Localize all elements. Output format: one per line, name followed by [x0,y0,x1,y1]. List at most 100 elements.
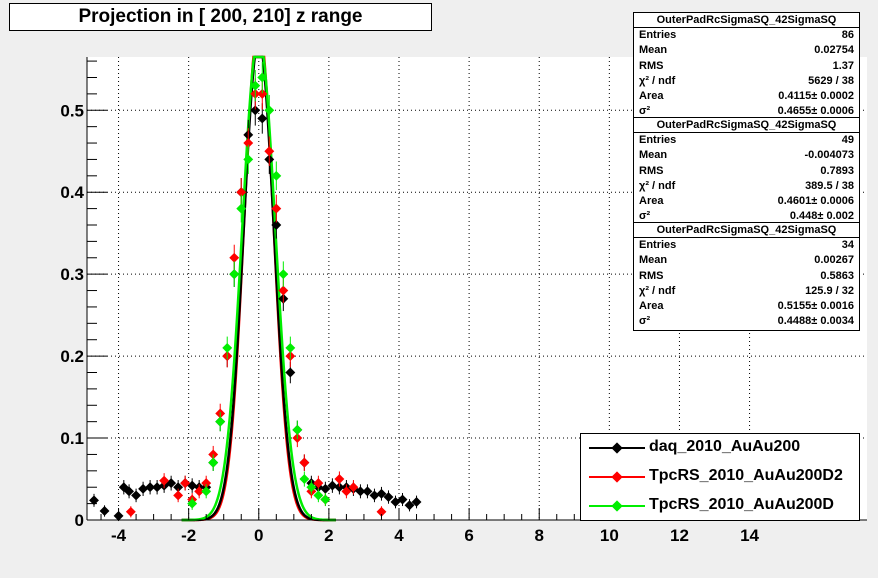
data-point [313,490,324,501]
data-point [397,494,408,505]
data-point [250,80,261,91]
stats-label: Area [639,300,664,313]
data-point [383,492,394,503]
data-point [229,252,240,263]
data-point [173,482,184,493]
y-tick-label: 0 [75,511,84,530]
data-point [355,486,366,497]
stats-label: χ² / ndf [639,284,676,297]
stats-label: σ² [639,210,651,223]
stats-row: Area 0.4601± 0.0006 [634,194,859,209]
stats-row: χ² / ndf 125.9 / 32 [634,284,859,299]
data-point [334,474,345,484]
data-point [194,486,205,497]
fit-curve [181,55,336,522]
stats-value: 0.4115± 0.0002 [778,90,854,103]
stats-row: RMS 0.7893 [634,164,859,179]
fit-curve [181,55,336,522]
stats-label: Mean [639,254,668,267]
data-point [236,203,247,214]
stats-value: 125.9 / 32 [805,284,854,297]
data-point [243,138,254,148]
stats-box: OuterPadRcSigmaSQ_42SigmaSQ Entries 34 Mean… [633,222,860,331]
data-point [376,488,387,499]
data-point [362,486,373,497]
stats-row: σ² 0.448± 0.002 [634,209,859,224]
x-tick-label: 4 [394,526,404,545]
data-point [250,105,261,116]
data-point [285,367,296,378]
data-point [222,342,233,353]
data-point [327,480,338,491]
stats-name: OuterPadRcSigmaSQ_42SigmaSQ [634,13,859,28]
stats-value: 34 [841,239,854,251]
data-point [208,457,219,468]
stats-value: 86 [841,29,854,41]
data-point [299,457,310,468]
data-point [187,498,198,509]
stats-label: RMS [639,59,664,72]
x-tick-label: 6 [464,526,473,545]
data-point [404,500,415,511]
data-point [348,482,359,493]
y-tick-label: 0.1 [60,429,84,448]
stats-value: 5629 / 38 [808,74,854,87]
legend-label: TpcRS_2010_AuAu200D2 [649,467,843,484]
legend-label: TpcRS_2010_AuAu200D [649,496,834,513]
fit-curve [181,55,336,522]
stats-label: σ² [639,315,651,328]
y-tick-label: 0.4 [60,183,84,202]
data-point [369,490,380,501]
stats-value: 0.4655± 0.0006 [777,105,854,118]
x-tick-label: 2 [324,526,333,545]
stats-row: Area 0.5155± 0.0016 [634,299,859,314]
stats-value: 0.00267 [814,254,854,267]
stats-box: OuterPadRcSigmaSQ_42SigmaSQ Entries 49 Mean… [633,117,860,226]
data-point [131,490,142,501]
legend: daq_2010_AuAu200 TpcRS_2010_AuAu200D2 Tp… [580,433,860,521]
stats-label: Area [639,90,664,103]
data-point [138,483,149,494]
data-point [320,483,331,494]
x-tick-label: 12 [670,526,689,545]
legend-label: daq_2010_AuAu200 [649,438,801,455]
stats-name: OuterPadRcSigmaSQ_42SigmaSQ [634,223,859,238]
x-tick-label: -2 [181,526,196,545]
stats-label: RMS [639,269,664,282]
stats-box: OuterPadRcSigmaSQ_42SigmaSQ Entries 86 Mean… [633,12,860,121]
data-point [306,482,317,493]
x-tick-label: 10 [600,526,619,545]
stats-row: RMS 0.5863 [634,269,859,284]
data-point [271,203,282,214]
stats-row: Mean 0.02754 [634,43,859,58]
data-point [173,490,184,501]
stats-value: 1.37 [832,59,854,72]
stats-row: RMS 1.37 [634,59,859,74]
data-point [376,506,387,517]
x-tick-label: 14 [740,526,759,545]
data-point [215,416,226,427]
stats-value: 0.448± 0.002 [789,210,854,223]
stats-name: OuterPadRcSigmaSQ_42SigmaSQ [634,118,859,133]
legend-marker-icon [589,471,645,483]
data-point [320,494,331,505]
stats-label: χ² / ndf [639,74,676,87]
stats-row: Mean 0.00267 [634,253,859,268]
data-point [292,424,303,435]
stats-row: Entries 86 [634,28,859,43]
stats-value: 389.5 / 38 [805,179,854,192]
stats-label: χ² / ndf [639,179,676,192]
stats-value: 0.5863 [820,269,854,282]
stats-label: σ² [639,105,651,118]
chart-title: Projection in [ 200, 210] z range [9,3,432,31]
data-point [145,482,156,493]
legend-entry: TpcRS_2010_AuAu200D2 [581,463,861,492]
x-tick-label: 8 [534,526,543,545]
data-point [180,478,191,489]
x-tick-label: -4 [111,526,127,545]
legend-marker-icon [589,442,645,454]
stats-value: 0.5155± 0.0016 [777,300,854,313]
data-point [341,486,352,497]
stats-value: 0.4488± 0.0034 [777,315,854,328]
